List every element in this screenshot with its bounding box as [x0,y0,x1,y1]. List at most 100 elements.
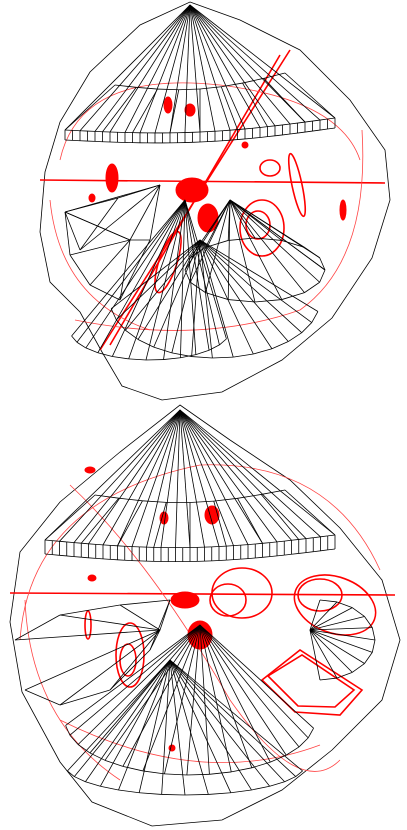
girdle-edge [190,247,206,259]
facet-edge [184,199,197,355]
girdle-edge [352,607,365,617]
facet-edge [180,199,186,358]
girdle-edge [163,357,181,360]
facet-edge [189,4,201,133]
girdle-edge [44,539,53,542]
girdle-edge [270,754,287,763]
girdle-edge [254,299,282,303]
girdle-edge [104,759,123,767]
girdle-edge [233,353,254,358]
facet-edge [71,199,186,337]
facet-edge [44,409,181,541]
red-line [39,179,386,184]
facet-edge [169,4,191,133]
girdle-edge [233,558,241,561]
facet-edge [199,239,254,355]
girdle-edge [229,139,238,141]
facet-edge [109,4,191,133]
facet-edge [64,84,116,131]
facet-edge [97,199,186,353]
facet-edge [179,409,191,548]
girdle-edge [301,322,313,333]
red-curve [69,484,341,772]
girdle-edge [44,553,53,556]
facet-edge [129,184,161,241]
facet-edge [146,409,181,548]
girdle-edge [319,118,328,121]
girdle-edge [119,599,171,606]
girdle-edge [64,197,119,213]
facet-edge [199,239,289,342]
facet-edge [189,199,231,283]
girdle-edge [297,131,306,134]
facet-edge [199,624,300,748]
facet-edge [309,629,353,673]
girdle-edge [319,269,326,283]
facet-edge [242,82,268,127]
facet-edge [179,409,292,541]
facet-edge [189,4,246,130]
facet-edge [227,199,231,300]
inclusion [239,199,285,257]
facet-edge [189,4,216,132]
facet-edge [309,627,373,631]
facet-edge [65,624,201,726]
girdle-edge [269,541,278,544]
facet-edge [261,489,286,495]
girdle-edge [304,281,320,293]
stone-outline [9,404,401,827]
girdle-edge [24,689,61,706]
facet-edge [139,4,191,133]
girdle-edge [137,339,154,348]
girdle-edge [233,544,241,547]
girdle-edge [254,237,282,241]
inclusion [87,574,97,582]
girdle-edge [282,123,291,126]
inclusion [259,159,281,177]
girdle-edge [228,299,256,303]
facet-edge [229,199,320,259]
facet-edge [199,239,213,359]
girdle-edge [69,734,79,745]
girdle-edge [222,139,231,142]
inclusion [241,141,249,149]
girdle-edge [240,558,249,560]
girdle-edge [267,125,276,128]
facet-edge [263,78,306,123]
inclusion [163,96,173,114]
facet-edge [179,409,278,543]
facet-edge [88,409,181,545]
facet-edge [89,239,131,286]
inclusion [105,163,119,193]
girdle-edge [164,773,187,776]
girdle-edge [110,308,117,321]
girdle-edge [304,120,313,123]
facet-edge [114,84,137,88]
facet-edge [169,659,285,783]
girdle-edge [304,130,313,133]
facet-edge [64,211,81,251]
girdle-edge [276,540,285,543]
girdle-edge [119,239,151,301]
inclusion [293,574,377,636]
facet-edge [309,629,376,641]
facet-edge [179,409,234,546]
facet-edge [79,197,119,251]
girdle-edge [59,604,121,616]
girdle-edge [240,544,249,546]
girdle-edge [298,737,309,748]
girdle-edge [327,127,336,130]
girdle-edge [95,543,104,546]
girdle-edge [286,746,300,756]
girdle-edge [284,539,292,542]
facet-edge [191,239,201,357]
facet-edge [189,500,214,503]
girdle-edge [67,770,75,777]
girdle-edge [252,127,261,129]
inclusion [339,199,347,221]
girdle-edge [118,789,140,794]
facet-edge [229,199,256,239]
facet-edge [161,659,171,795]
girdle-edge [85,347,98,354]
facet-edge [227,199,231,241]
